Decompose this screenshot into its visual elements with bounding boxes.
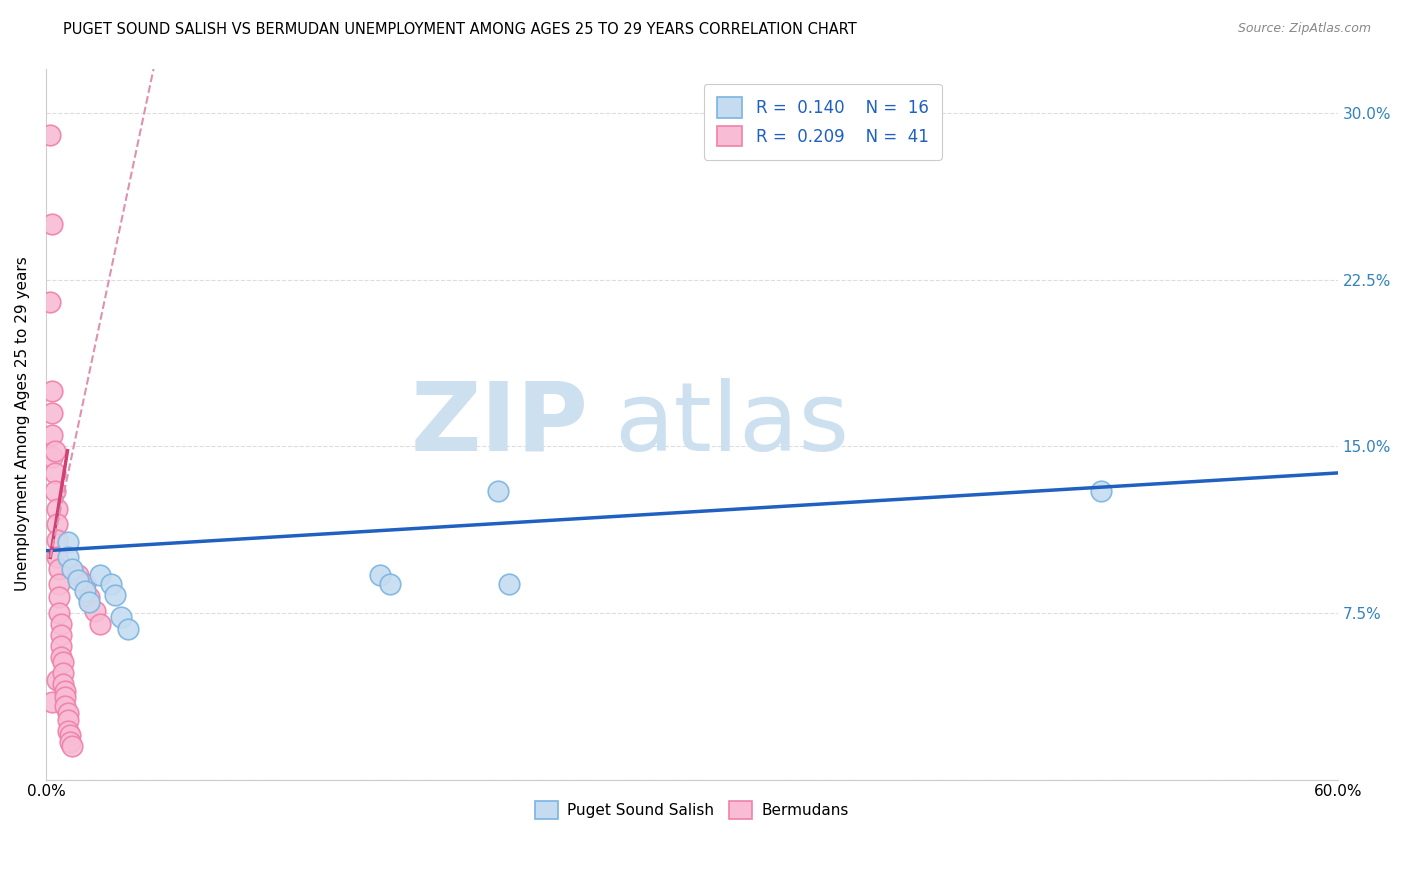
Point <box>59 728 82 742</box>
Point <box>41 428 63 442</box>
Point <box>48 606 70 620</box>
Point <box>44 443 66 458</box>
Legend: Puget Sound Salish, Bermudans: Puget Sound Salish, Bermudans <box>529 795 855 825</box>
Point <box>56 534 79 549</box>
Point <box>39 128 62 143</box>
Point <box>104 588 127 602</box>
Point <box>49 628 72 642</box>
Point <box>41 217 63 231</box>
Point <box>49 640 72 654</box>
Point <box>67 573 90 587</box>
Point <box>45 517 67 532</box>
Point <box>368 568 391 582</box>
Point <box>53 690 76 705</box>
Point <box>117 622 139 636</box>
Point <box>486 483 509 498</box>
Point <box>53 699 76 714</box>
Point <box>67 568 90 582</box>
Point <box>56 706 79 720</box>
Text: atlas: atlas <box>614 377 849 471</box>
Point <box>100 577 122 591</box>
Point <box>45 533 67 547</box>
Point <box>52 665 75 680</box>
Point <box>52 677 75 691</box>
Point <box>59 735 82 749</box>
Y-axis label: Unemployment Among Ages 25 to 29 years: Unemployment Among Ages 25 to 29 years <box>15 257 30 591</box>
Point <box>1090 483 1112 498</box>
Point <box>73 577 96 591</box>
Point <box>49 650 72 665</box>
Point <box>45 501 67 516</box>
Point <box>44 483 66 498</box>
Point <box>498 577 520 591</box>
Text: PUGET SOUND SALISH VS BERMUDAN UNEMPLOYMENT AMONG AGES 25 TO 29 YEARS CORRELATIO: PUGET SOUND SALISH VS BERMUDAN UNEMPLOYM… <box>63 22 858 37</box>
Point <box>48 591 70 605</box>
Point <box>60 561 83 575</box>
Point <box>89 617 111 632</box>
Point <box>41 384 63 398</box>
Point <box>77 595 100 609</box>
Point <box>73 583 96 598</box>
Point <box>41 450 63 465</box>
Point <box>48 561 70 575</box>
Point <box>56 713 79 727</box>
Point <box>45 673 67 687</box>
Point <box>60 739 83 754</box>
Point <box>41 695 63 709</box>
Point <box>77 591 100 605</box>
Point <box>56 550 79 565</box>
Point <box>52 655 75 669</box>
Point <box>89 568 111 582</box>
Point <box>45 550 67 565</box>
Text: ZIP: ZIP <box>411 377 589 471</box>
Point <box>49 617 72 632</box>
Point <box>41 406 63 420</box>
Point <box>110 610 132 624</box>
Point <box>39 294 62 309</box>
Point <box>48 577 70 591</box>
Point <box>44 466 66 480</box>
Text: Source: ZipAtlas.com: Source: ZipAtlas.com <box>1237 22 1371 36</box>
Point <box>56 723 79 738</box>
Point <box>84 604 107 618</box>
Point <box>380 577 402 591</box>
Point <box>53 683 76 698</box>
